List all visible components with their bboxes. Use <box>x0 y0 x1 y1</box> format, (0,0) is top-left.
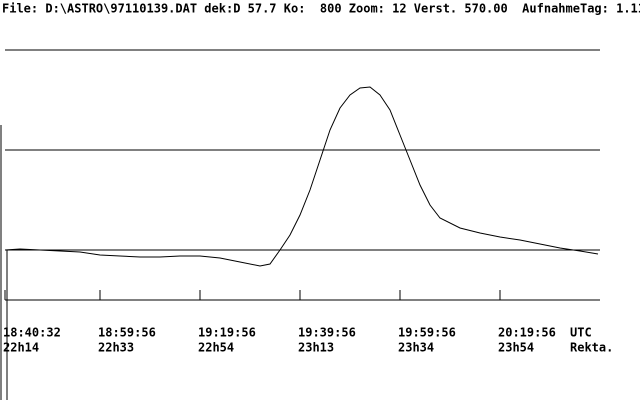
time-label: 19:39:56 <box>298 326 356 340</box>
ra-label: 22h54 <box>198 341 234 355</box>
ra-label: 23h54 <box>498 341 534 355</box>
time-label: 20:19:56 <box>498 326 556 340</box>
header: File: D:\ASTRO\97110139.DAT dek:D 57.7 K… <box>2 2 640 16</box>
time-label: 18:40:32 <box>3 326 61 340</box>
signal-line <box>4 86 599 267</box>
unit-label: UTC <box>570 326 592 340</box>
unit-label: Rekta. <box>570 341 613 355</box>
time-label: 19:59:56 <box>398 326 456 340</box>
time-label: 18:59:56 <box>98 326 156 340</box>
ra-label: 22h33 <box>98 341 134 355</box>
ra-label: 22h14 <box>3 341 39 355</box>
ra-label: 23h34 <box>398 341 434 355</box>
time-label: 19:19:56 <box>198 326 256 340</box>
ra-label: 23h13 <box>298 341 334 355</box>
